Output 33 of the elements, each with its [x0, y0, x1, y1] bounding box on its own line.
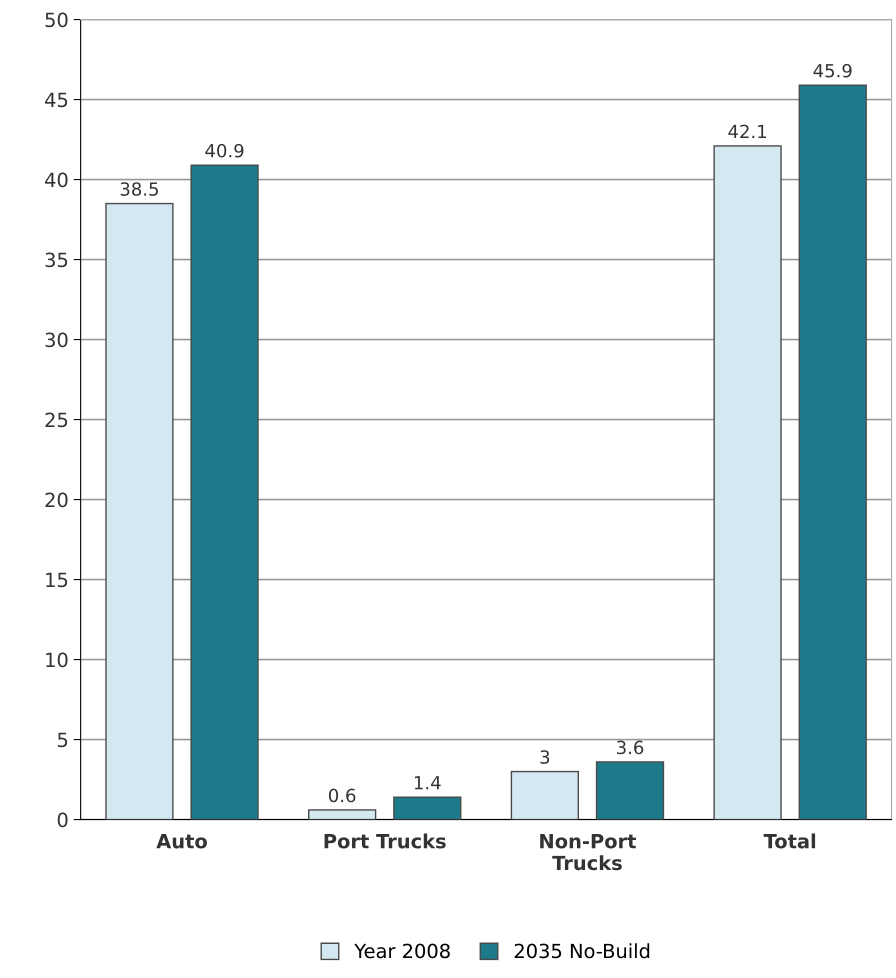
y-tick-label: 0 [58, 812, 68, 828]
data-label: 42.1 [728, 124, 766, 138]
y-tick-label: 5 [58, 732, 68, 748]
legend-label: 2035 No-Build [514, 943, 650, 958]
legend-label: Year 2008 [354, 944, 450, 958]
bar [393, 796, 462, 820]
bar [510, 770, 580, 820]
data-label: 38.5 [120, 182, 158, 196]
data-label: 0.6 [328, 788, 356, 802]
y-tick-label: 15 [46, 572, 68, 588]
bar [798, 84, 867, 820]
bar [596, 761, 664, 820]
y-tick-label: 10 [46, 652, 68, 668]
data-label: 45.9 [814, 64, 852, 78]
bar [105, 202, 174, 820]
bar [713, 145, 782, 820]
y-tick-label: 50 [46, 12, 68, 28]
data-label: 3 [540, 750, 550, 764]
x-tick-label: Port Trucks [324, 833, 446, 849]
y-tick-label: 45 [45, 92, 68, 108]
y-tick-label: 30 [46, 332, 68, 348]
bar [308, 809, 376, 820]
data-label: 3.6 [617, 740, 644, 754]
y-tick-label: 40 [45, 172, 68, 188]
x-tick-label: Non-Port Trucks [540, 834, 636, 870]
y-tick-label: 35 [46, 252, 68, 268]
data-label: 1.4 [414, 776, 441, 790]
data-label: 40.9 [205, 144, 244, 158]
x-tick-label: Auto [156, 834, 207, 849]
y-tick-label: 25 [46, 412, 68, 428]
bar [190, 164, 259, 820]
x-tick-label: Total [764, 833, 816, 849]
y-tick-label: 20 [46, 492, 68, 508]
